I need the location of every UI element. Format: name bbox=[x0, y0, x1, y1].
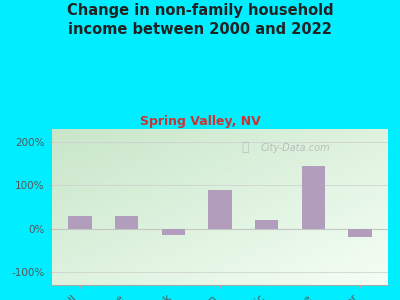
Bar bbox=[255, 220, 278, 229]
Bar bbox=[115, 216, 138, 229]
Bar bbox=[302, 166, 325, 229]
Text: ⓘ: ⓘ bbox=[242, 141, 249, 154]
Text: City-Data.com: City-Data.com bbox=[260, 143, 330, 153]
Bar bbox=[208, 190, 232, 229]
Bar bbox=[68, 216, 92, 229]
Text: Change in non-family household
income between 2000 and 2022: Change in non-family household income be… bbox=[67, 3, 333, 37]
Bar bbox=[162, 229, 185, 235]
Bar bbox=[348, 229, 372, 237]
Text: Spring Valley, NV: Spring Valley, NV bbox=[140, 116, 260, 128]
